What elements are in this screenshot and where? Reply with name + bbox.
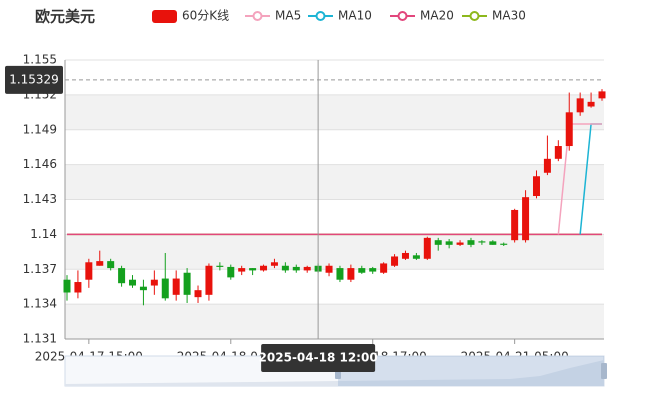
y-tick-label: 1.143 [23,192,57,206]
candle-body [194,290,202,298]
ma-line [557,123,602,235]
candle-body [107,261,115,269]
legend-swatch [315,11,326,21]
candle-body [467,240,475,245]
candle-body [74,282,82,293]
candle-body [161,278,169,299]
x-pointer-box [261,344,376,372]
candle-body [358,268,366,273]
legend-swatch [252,11,263,21]
legend-swatch [397,11,408,21]
candle-body [598,91,606,99]
y-pointer-box [5,65,63,94]
candle-body [489,241,497,245]
candle-body [423,237,431,259]
y-tick-label: 1.149 [23,122,57,136]
candle-body [325,265,333,273]
candle-body [216,265,224,267]
slider-preview [65,360,604,386]
y-tick-label: 1.131 [23,332,57,346]
candle-body [336,268,344,280]
candle-body [478,241,486,243]
legend-label: 60分K线 [182,9,229,23]
candle-body [522,197,530,241]
candle-body [380,263,388,273]
y-tick-label: 1.137 [23,262,57,276]
candle-body [249,268,257,271]
candle-body [587,101,595,107]
candle-body [391,256,399,266]
candle-body [369,268,377,272]
split-area [65,164,604,200]
candle-body [292,266,300,271]
candle-body [347,268,355,280]
candle-body [303,266,311,271]
y-tick-label: 1.14 [30,227,57,241]
candle-body [238,268,246,272]
candle-body [260,265,268,271]
candle-body [172,278,180,295]
candle-body [500,243,508,245]
candle-body [270,262,278,266]
candle-body [412,255,420,259]
legend-label: MA10 [338,9,372,23]
candle-body [139,286,147,291]
candle-body [532,176,540,197]
chart-title: 欧元美元 [35,8,95,26]
candle-body [150,279,158,286]
y-tick-label: 1.155 [23,53,57,67]
y-pointer-label: 1.15329 [9,72,59,86]
candle-body [227,266,235,278]
candle-body [401,252,409,259]
candle-body [63,279,71,293]
candle-body [96,261,104,266]
candle-body [511,209,519,241]
y-tick-label: 1.146 [23,157,57,171]
slider-handle[interactable] [601,363,607,379]
candle-body [576,98,584,113]
candle-body [205,265,213,295]
legend-label: MA30 [492,9,526,23]
candle-body [554,146,562,159]
candle-body [183,272,191,295]
legend-label: MA5 [275,9,301,23]
y-tick-label: 1.134 [23,297,57,311]
candle-body [543,158,551,173]
split-area [65,60,604,95]
x-pointer-label: 2025-04-18 12:00 [259,351,378,365]
candle-body [434,240,442,245]
candle-body [565,112,573,147]
plot: 1.1311.1341.1371.141.1431.1461.1491.1521… [23,53,606,364]
legend-label: MA20 [420,9,454,23]
candle-body [445,241,453,245]
candle-body [456,242,464,245]
candle-body [85,262,93,280]
legend-swatch [469,11,480,21]
legend-swatch [152,10,177,23]
candle-body [281,265,289,271]
candle-body [129,279,137,286]
slider-window[interactable] [338,356,604,386]
split-area [65,304,604,339]
split-area [65,94,604,130]
split-area [65,129,604,165]
candle-body [118,268,126,284]
